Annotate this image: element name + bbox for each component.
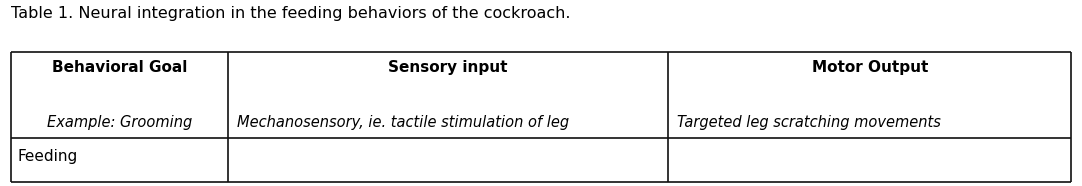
Text: Targeted leg scratching movements: Targeted leg scratching movements	[677, 115, 940, 130]
Text: Motor Output: Motor Output	[812, 60, 928, 75]
Text: Behavioral Goal: Behavioral Goal	[52, 60, 187, 75]
Text: Table 1. Neural integration in the feeding behaviors of the cockroach.: Table 1. Neural integration in the feedi…	[11, 6, 570, 21]
Text: Mechanosensory, ie. tactile stimulation of leg: Mechanosensory, ie. tactile stimulation …	[237, 115, 569, 130]
Text: Feeding: Feeding	[17, 149, 78, 164]
Text: Example: Grooming: Example: Grooming	[47, 115, 193, 130]
Text: Sensory input: Sensory input	[388, 60, 507, 75]
